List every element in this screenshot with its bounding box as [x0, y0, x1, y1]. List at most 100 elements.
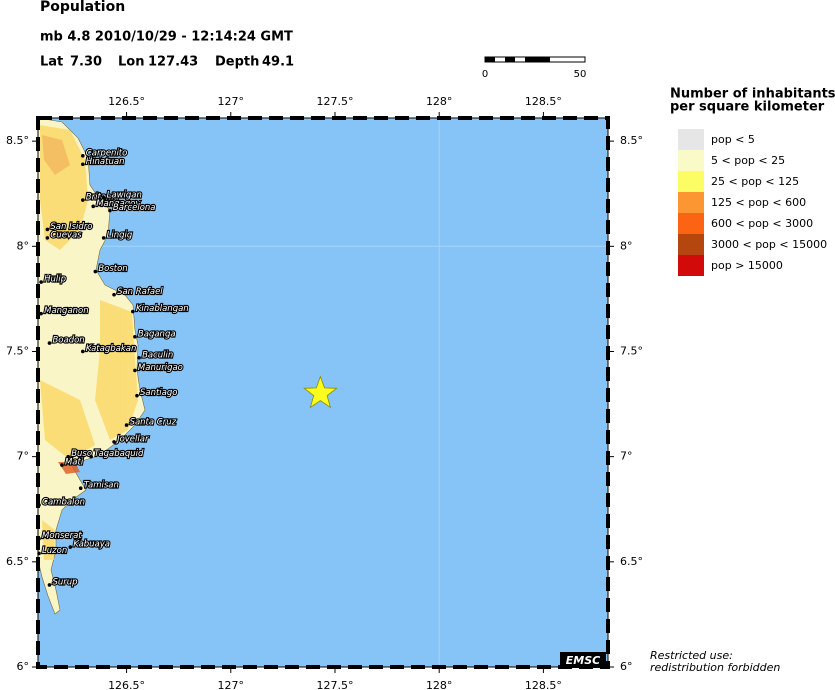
place-label: Kabuaya [73, 540, 110, 550]
legend-swatch [678, 150, 704, 171]
place-label: Manurigao [138, 363, 183, 373]
place-label: Surup [52, 577, 77, 587]
legend-swatch [678, 234, 704, 255]
place-label: Hulip [44, 275, 66, 285]
depth-label: Depth [215, 55, 259, 70]
lat-tick-label: 7.5° [6, 344, 29, 357]
place-dot [60, 463, 64, 467]
place-label: Mati [65, 458, 84, 468]
place-dot [112, 292, 116, 297]
legend-swatch [678, 129, 704, 150]
place-label: San Rafael [117, 287, 163, 297]
lat-tick-label: 8.5° [6, 134, 29, 147]
map-border [37, 117, 609, 668]
legend-label: 25 < pop < 125 [711, 175, 799, 188]
place-dot [93, 269, 98, 274]
lon-tick-label: 128.5° [525, 95, 562, 108]
legend: pop < 5 5 < pop < 25 25 < pop < 125 125 < p… [678, 129, 827, 276]
place-dot [39, 311, 43, 316]
lon-value: 127.43 [148, 55, 198, 70]
place-dot [101, 196, 106, 200]
place-dot [101, 236, 106, 240]
place-dot [137, 355, 141, 360]
place-dot [39, 280, 43, 284]
notice: redistribution forbidden [650, 661, 780, 674]
legend-label: 3000 < pop < 15000 [711, 238, 827, 251]
place-dot [37, 536, 41, 541]
legend-title: per square kilometer [670, 100, 825, 115]
lon-tick-label: 127° [218, 679, 245, 690]
population-patches [40, 125, 138, 560]
place-label: Tamisan [84, 481, 119, 491]
legend-title: Number of inhabitants [670, 87, 835, 102]
scale-bar [484, 56, 586, 63]
lat-tick-label: 7° [620, 450, 633, 463]
place-dot [45, 227, 50, 232]
lon-tick-label: 127° [218, 95, 245, 108]
event: mb 4.8 2010/10/29 - 12:14:24 GMT [40, 30, 293, 45]
place-dot [133, 368, 137, 373]
place-dot [47, 341, 52, 345]
place-dot [68, 545, 73, 549]
place-dot [108, 208, 112, 213]
lat-label: Lat [40, 55, 63, 70]
place-dot [81, 154, 85, 158]
place-label: Manganon [44, 306, 89, 316]
place-dot [47, 583, 52, 587]
lat-tick-label: 6.5° [620, 555, 643, 568]
place-dot [37, 503, 41, 507]
place-label: Boston [98, 264, 127, 274]
badge-box [560, 652, 606, 668]
lat-tick-label: 6° [620, 660, 633, 673]
place-label: Jovellar [115, 434, 149, 444]
grid [38, 118, 608, 667]
ticks: 126.5° 126.5° 127° 127° 127.5° 127.5° 128° 128°… [6, 95, 643, 690]
place-dot [112, 440, 116, 444]
place-label: Hinatuan [86, 157, 125, 167]
places: CarpenitoHinatuanBritaniaLawiganMangagoy… [37, 147, 190, 589]
legend-label: 125 < pop < 600 [711, 196, 806, 209]
lat-tick-label: 8° [620, 239, 633, 252]
lat-tick-label: 7.5° [620, 344, 643, 357]
place-label: San Isidro [50, 222, 92, 232]
place-label: Tagabaquid [94, 449, 144, 459]
depth-value: 49.1 [262, 55, 294, 70]
legend-swatch [678, 192, 704, 213]
place-label: Luzon [42, 546, 67, 556]
place-dot [66, 454, 71, 459]
legend-label: pop > 15000 [711, 259, 783, 272]
place-label: Carpenito [86, 148, 128, 158]
legend-label: 600 < pop < 3000 [711, 217, 813, 230]
place-dot [135, 393, 139, 398]
place-label: Kinablangan [136, 304, 189, 314]
place-dot [91, 204, 96, 209]
lat-tick-label: 7° [17, 450, 30, 463]
place-label: Baculin [142, 350, 173, 360]
place-label: Lawigan [107, 190, 142, 200]
legend-label: 5 < pop < 25 [711, 154, 785, 167]
legend-label: pop < 5 [711, 133, 755, 146]
place-label: Santa Cruz [130, 418, 177, 428]
place-label: Barcelona [113, 203, 156, 213]
place-dot [81, 198, 85, 202]
lat-tick-label: 8.5° [620, 134, 643, 147]
lon-tick-label: 126.5° [108, 679, 145, 690]
lon-tick-label: 128° [426, 95, 453, 108]
legend-swatch [678, 171, 704, 192]
place-dot [45, 236, 50, 240]
lon-tick-label: 127.5° [316, 679, 353, 690]
lat-tick-label: 6.5° [6, 555, 29, 568]
lon-tick-label: 127.5° [316, 95, 353, 108]
legend-swatch [678, 255, 704, 276]
title: Population [40, 0, 125, 15]
place-label: Buso [71, 449, 92, 459]
place-dot [124, 423, 129, 427]
place-label: Santiago [140, 388, 178, 398]
place-dot [81, 162, 85, 167]
place-label: Baganga [138, 329, 176, 339]
place-label: Mangagoy [96, 199, 141, 209]
legend-swatch [678, 213, 704, 234]
place-dot [78, 486, 83, 491]
scale-label: 0 [482, 69, 488, 80]
